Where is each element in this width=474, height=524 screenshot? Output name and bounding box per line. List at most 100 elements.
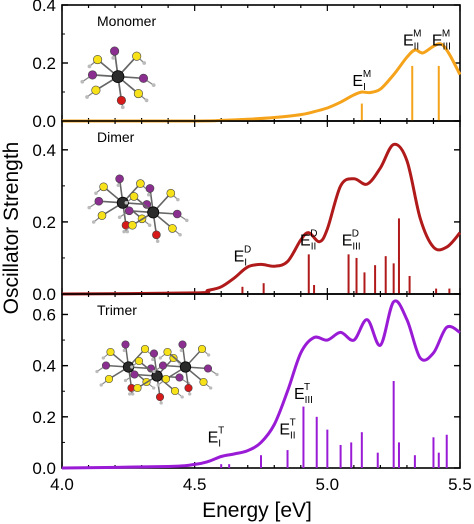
- chart-panels: 0.0 0.2 0.4 Monomer EIM EIIM EIIIM 0.0 0.2 0.4 Dim…: [32, 0, 471, 494]
- molecule-structure-icon: [80, 46, 156, 110]
- atom: [134, 356, 144, 366]
- atom: [170, 386, 180, 396]
- carbon-atom: [111, 56, 116, 60]
- spectrum-line-trimer: [61, 299, 461, 470]
- metal-atom: [179, 361, 192, 373]
- carbon-atom: [95, 369, 99, 374]
- carbon-atom: [131, 392, 135, 396]
- carbon-atom: [101, 356, 105, 360]
- carbon-atom: [94, 191, 98, 195]
- x-tick-label: 5.5: [448, 475, 472, 494]
- metal-atom: [147, 206, 160, 219]
- atom: [97, 211, 107, 220]
- atom: [166, 188, 176, 198]
- peak-label-monomer-0: EIM: [352, 69, 371, 93]
- atom: [129, 192, 139, 201]
- panel-dimer: 0.0 0.2 0.4 Dimer EID EIID EIIID: [32, 120, 462, 304]
- atom: [172, 209, 182, 219]
- carbon-atom: [155, 239, 160, 243]
- atom: [94, 196, 104, 206]
- atom: [132, 51, 142, 61]
- atom: [138, 73, 149, 83]
- carbon-atom: [128, 392, 132, 396]
- atom: [133, 383, 142, 393]
- carbon-atom: [188, 392, 192, 396]
- carbon-atom: [159, 401, 163, 405]
- carbon-atom: [125, 229, 130, 234]
- atom: [161, 374, 171, 384]
- carbon-atom: [185, 218, 189, 223]
- peak-label-dimer-1: EIID: [300, 228, 317, 252]
- atom: [91, 85, 101, 95]
- carbon-atom: [152, 386, 156, 390]
- carbon-atom: [179, 348, 183, 353]
- atom: [124, 206, 134, 216]
- y-tick-label: 0.0: [32, 285, 56, 304]
- peak-label-trimer-2: EIIIT: [294, 382, 313, 406]
- carbon-atom: [123, 378, 128, 383]
- atom: [136, 179, 145, 188]
- panel-name-monomer: Monomer: [97, 13, 156, 29]
- x-tick-label: 4.0: [50, 475, 74, 494]
- carbon-atom: [209, 386, 213, 390]
- atom: [155, 392, 165, 402]
- atom: [140, 344, 150, 354]
- carbon-atom: [80, 79, 85, 84]
- peak-label-dimer-0: EID: [234, 245, 252, 269]
- atom: [115, 174, 124, 184]
- atom: [128, 220, 137, 230]
- x-tick-label: 5.0: [316, 475, 340, 494]
- peak-label-trimer-1: EIIT: [279, 418, 295, 442]
- carbon-atom: [130, 365, 134, 369]
- carbon-atom: [147, 223, 152, 227]
- carbon-atom: [180, 395, 184, 399]
- carbon-atom: [178, 233, 182, 237]
- molecule-structure-icon: [95, 340, 219, 405]
- atom: [152, 230, 161, 240]
- carbon-atom: [116, 183, 121, 187]
- y-tick-label: 0.4: [32, 141, 56, 160]
- carbon-atom: [120, 105, 125, 110]
- carbon-atom: [117, 215, 122, 219]
- carbon-atom: [158, 356, 162, 360]
- peak-label-monomer-2: EIIIM: [432, 29, 451, 53]
- atom: [199, 377, 208, 387]
- atom: [145, 184, 155, 193]
- carbon-atom: [206, 353, 211, 357]
- carbon-atom: [87, 205, 91, 210]
- atom: [168, 224, 177, 233]
- y-tick-label: 0.2: [32, 54, 56, 73]
- panel-name-dimer: Dimer: [97, 129, 135, 145]
- metal-atom: [151, 370, 163, 382]
- carbon-atom: [142, 61, 147, 65]
- y-tick-label: 0.4: [32, 357, 56, 376]
- carbon-atom: [91, 220, 96, 224]
- peak-label-monomer-1: EIIM: [403, 29, 422, 53]
- carbon-atom: [151, 83, 156, 87]
- atom: [149, 349, 159, 358]
- atom: [93, 55, 103, 65]
- y-tick-label: 0.2: [32, 408, 56, 427]
- carbon-atom: [151, 357, 155, 362]
- x-axis-label: Energy [eV]: [202, 499, 312, 522]
- panel-monomer: 0.0 0.2 0.4 Monomer EIM EIIM EIIIM: [32, 0, 462, 131]
- carbon-atom: [85, 95, 89, 99]
- carbon-atom: [124, 201, 129, 205]
- atom: [87, 70, 98, 80]
- atom: [203, 364, 213, 373]
- metal-atom: [111, 70, 125, 83]
- atom: [158, 361, 168, 370]
- atom: [106, 347, 115, 357]
- carbon-atom: [156, 383, 160, 387]
- atom: [116, 95, 126, 105]
- atom: [133, 89, 143, 99]
- carbon-atom: [99, 383, 103, 387]
- atom: [197, 344, 207, 354]
- y-tick-label: 0.0: [32, 112, 56, 131]
- metal-atom: [122, 361, 135, 373]
- y-axis-label: Oscillator Strength: [0, 142, 23, 315]
- atom: [121, 340, 130, 349]
- y-tick-label: 0.2: [32, 213, 56, 232]
- spectrum-line-monomer: [61, 42, 462, 123]
- carbon-atom: [146, 193, 151, 197]
